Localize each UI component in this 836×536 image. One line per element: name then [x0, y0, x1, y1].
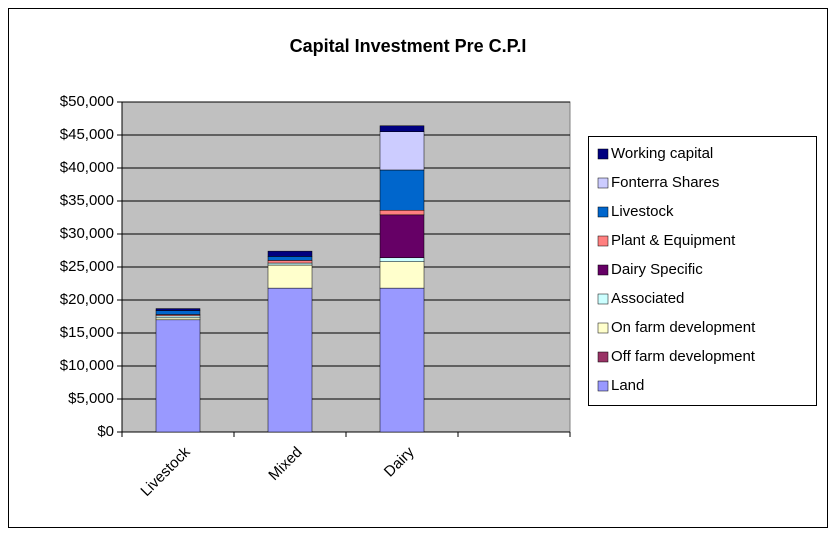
legend-label: Livestock: [611, 203, 674, 220]
y-tick-label: $30,000: [60, 225, 114, 242]
legend-box: [588, 136, 817, 406]
y-tick-label: $0: [97, 423, 114, 440]
y-tick-label: $25,000: [60, 258, 114, 275]
bar-segment: [155, 308, 201, 311]
y-tick-label: $10,000: [60, 357, 114, 374]
legend-swatch: [597, 177, 609, 189]
y-tick-label: $35,000: [60, 192, 114, 209]
legend-swatch: [597, 351, 609, 363]
legend-swatch: [597, 206, 609, 218]
y-tick-label: $15,000: [60, 324, 114, 341]
bar-segment: [379, 214, 425, 259]
bar-segment: [379, 257, 425, 262]
legend-swatch: [597, 148, 609, 160]
legend-swatch: [597, 322, 609, 334]
legend-label: On farm development: [611, 319, 756, 336]
bar-segment: [379, 287, 425, 433]
legend-swatch: [597, 235, 609, 247]
bar-segment: [155, 310, 201, 315]
legend-label: Dairy Specific: [611, 261, 703, 278]
bar-segment: [379, 209, 425, 216]
legend-swatch: [597, 264, 609, 276]
y-tick-label: $40,000: [60, 159, 114, 176]
bar-segment: [267, 256, 313, 261]
legend-label: Off farm development: [611, 348, 756, 365]
y-tick-label: $45,000: [60, 126, 114, 143]
bar-segment: [379, 261, 425, 289]
y-tick-label: $20,000: [60, 291, 114, 308]
legend-swatch: [597, 293, 609, 305]
bar-segment: [267, 264, 313, 289]
bar-segment: [155, 315, 201, 319]
bar-segment: [379, 169, 425, 211]
legend-label: Plant & Equipment: [611, 232, 736, 249]
bar-segment: [155, 319, 201, 433]
legend-label: Working capital: [611, 145, 713, 162]
bar-segment: [155, 317, 201, 321]
bar-segment: [379, 125, 425, 132]
legend-label: Associated: [611, 290, 684, 307]
y-tick-label: $50,000: [60, 93, 114, 110]
bar-segment: [267, 262, 313, 266]
bar-segment: [379, 131, 425, 171]
bar-segment: [267, 260, 313, 264]
chart-title: Capital Investment Pre C.P.I: [290, 36, 527, 56]
legend-label: Land: [611, 377, 644, 394]
legend-label: Fonterra Shares: [611, 174, 719, 191]
bar-segment: [267, 250, 313, 257]
y-tick-label: $5,000: [68, 390, 114, 407]
legend-swatch: [597, 380, 609, 392]
bar-segment: [267, 287, 313, 433]
